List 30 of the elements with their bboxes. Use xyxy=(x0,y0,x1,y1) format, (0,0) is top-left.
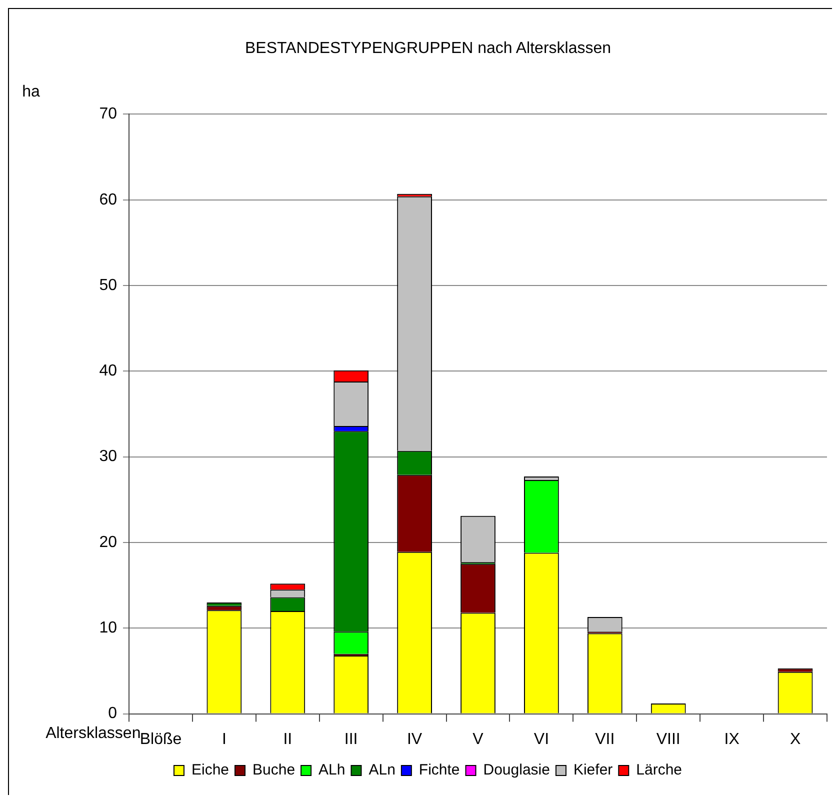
y-tick-label: 10 xyxy=(99,620,118,637)
legend-label: Douglasie xyxy=(483,762,550,779)
legend-label: Eiche xyxy=(191,762,230,779)
x-tick-label: X xyxy=(790,730,801,748)
x-tick-label: VIII xyxy=(656,730,680,748)
y-tick-label: 20 xyxy=(99,534,118,551)
x-tick-label: I xyxy=(222,730,226,748)
y-axis-title: ha xyxy=(22,84,40,101)
y-tick-label: 50 xyxy=(99,276,118,294)
x-tick-label: Blöße xyxy=(140,730,182,748)
legend-label: ALh xyxy=(318,762,346,779)
x-axis-title: Altersklassen xyxy=(46,725,141,742)
x-tick-label: VII xyxy=(595,730,615,748)
x-tick-label: VI xyxy=(534,730,550,748)
y-tick-label: 40 xyxy=(99,362,118,380)
x-tick-label: IX xyxy=(724,730,740,748)
legend-label: Kiefer xyxy=(573,762,613,779)
y-tick-label: 0 xyxy=(108,705,118,722)
y-tick-label: 60 xyxy=(99,191,118,208)
y-tick-label: 70 xyxy=(99,106,118,123)
x-tick-label: III xyxy=(344,730,358,748)
x-tick-label: II xyxy=(283,730,292,748)
legend-label: Buche xyxy=(252,762,296,779)
y-tick-label: 30 xyxy=(99,448,118,466)
x-tick-label: V xyxy=(472,730,484,748)
x-tick-label: IV xyxy=(406,730,422,748)
legend-label: Fichte xyxy=(418,762,460,779)
legend-label: Lärche xyxy=(636,762,682,779)
legend-label: ALn xyxy=(368,762,396,779)
chart-title: BESTANDESTYPENGRUPPEN nach Altersklassen xyxy=(244,40,612,58)
